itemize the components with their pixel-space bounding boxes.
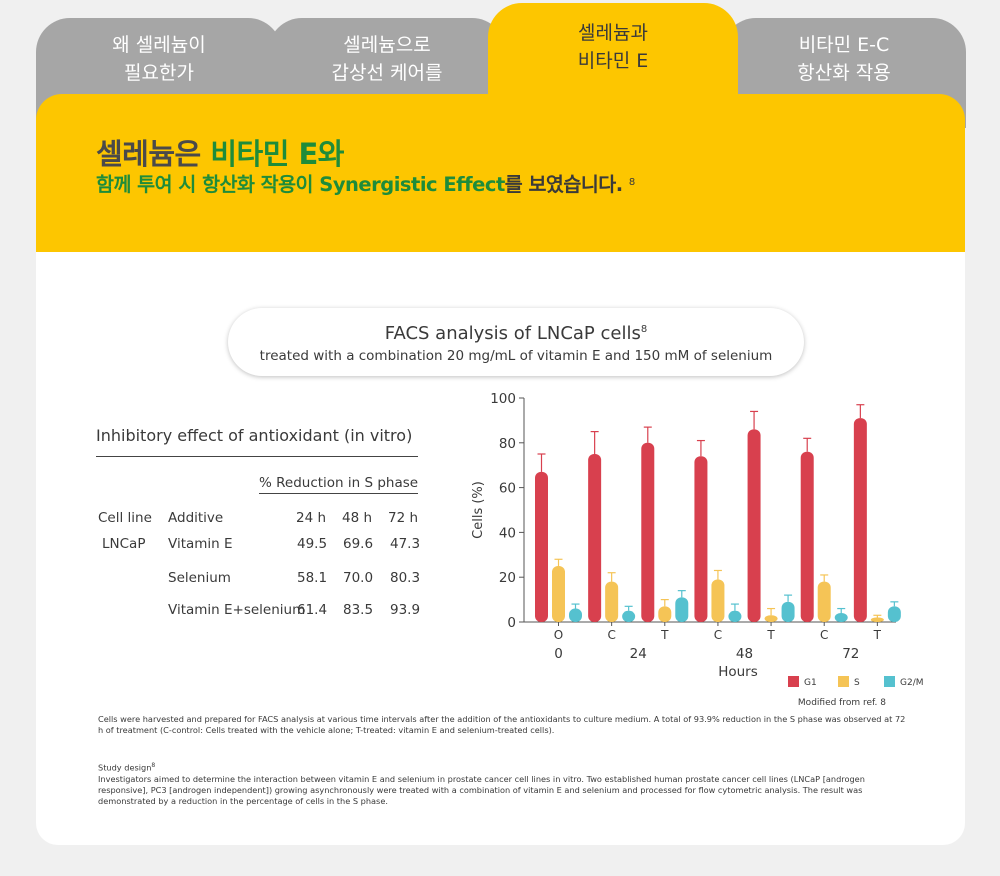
x-category-label: C [607,628,615,642]
tab-label-line1: 왜 셀레늄이 [112,34,206,56]
study-design-title: Study design8 [98,762,156,773]
hour-label: 48 [736,646,753,662]
bar-s [552,566,565,622]
analysis-title-pill: FACS analysis of LNCaP cells8 treated wi… [228,308,804,376]
table-header-additive: Additive [168,510,224,526]
bar-g1 [641,442,655,622]
cell-cycle-bar-chart: 0 20 40 60 80 100 Cells (%) O C T C T C T 0 24 48 72 Hours… [471,391,924,708]
tab-label-line1: 셀레늄과 [578,22,648,44]
x-category-label: T [873,628,882,642]
bar-g2m [622,610,636,622]
bar-s [817,581,831,622]
x-category-label: C [820,628,828,642]
legend-label: S [854,678,860,688]
legend-swatch-g1 [788,676,799,687]
bar-s [605,581,619,622]
table-cell-24h: 49.5 [297,536,328,552]
table-title-divider [96,456,418,457]
table-cell-24h: 58.1 [297,570,328,586]
headline: 셀레늄은 비타민 E와 함께 투여 시 항산화 작용이 Synergistic … [96,136,635,198]
legend-label: G2/M [900,678,924,688]
table-header-cell-line: Cell line [98,510,152,526]
table-header-24h: 24 h [296,510,327,526]
x-category-label: O [554,628,563,642]
bar-s [711,579,725,622]
hour-label: 24 [630,646,647,662]
tab-label-line2: 필요한가 [124,62,194,84]
y-tick-label: 0 [507,615,516,631]
table-header-48h: 48 h [342,510,373,526]
table-header-72h: 72 h [388,510,419,526]
table-cell-72h: 93.9 [390,602,421,618]
bar-s [658,606,672,622]
bar-g2m [569,608,582,622]
table-cell-additive: Selenium [168,570,231,586]
chart-description: Cells were harvested and prepared for FA… [98,714,906,735]
analysis-title-ref: 8 [640,324,648,335]
headline-line2-suffix: 를 보였습니다. [504,173,623,196]
headline-reference: 8 [628,177,635,188]
headline-emphasis: 비타민 E와 [210,137,344,171]
tab-label-line2: 항산화 작용 [797,62,891,84]
study-design-text: Investigators aimed to determine the int… [98,773,865,806]
y-axis-label: Cells (%) [471,481,486,539]
bar-g2m [675,597,689,622]
y-tick-label: 40 [499,525,516,541]
table-cell-additive: Vitamin E+selenium [168,602,306,618]
x-category-label: C [714,628,722,642]
content-card: FACS analysis of LNCaP cells8 treated wi… [36,252,965,845]
bar-g2m [728,610,742,622]
y-tick-label: 100 [490,391,516,407]
table-cell-48h: 83.5 [343,602,374,618]
hour-label: 72 [842,646,859,662]
bar-g2m [781,601,795,622]
headline-line2-emphasis: 함께 투여 시 항산화 작용이 Synergistic Effect [96,173,505,196]
bar-s [870,617,884,622]
analysis-title: FACS analysis of LNCaP cells8 [384,323,648,344]
tab-label-line1: 셀레늄으로 [343,34,431,56]
bar-s [764,615,778,622]
analysis-subtitle: treated with a combination 20 mg/mL of v… [259,348,773,364]
hour-label: 0 [554,646,563,662]
table-cell-48h: 69.6 [343,536,374,552]
source-note: Modified from ref. 8 [798,698,886,708]
bar-g2m [887,606,901,622]
bar-g1 [800,451,814,622]
bar-g1 [535,471,548,622]
study-design: Study design8 Investigators aimed to det… [98,760,908,807]
tab-label-line2: 비타민 E [577,50,649,72]
tab-selenium-vitamin-e[interactable]: 셀레늄과 비타민 E [488,3,738,123]
y-tick-label: 20 [499,570,516,586]
bar-g2m [834,613,848,622]
bar-g1 [694,456,708,622]
table-cell-48h: 70.0 [343,570,374,586]
tab-label-line2: 갑상선 케어를 [331,62,443,84]
headline-line1: 셀레늄은 비타민 E와 [96,136,635,172]
headline-line2: 함께 투여 시 항산화 작용이 Synergistic Effect를 보였습니… [96,172,635,198]
y-tick-label: 80 [499,436,516,452]
bar-g1 [747,429,761,622]
table-cell-24h: 61.4 [297,602,328,618]
table-cell-72h: 80.3 [390,570,421,586]
x-axis-label: Hours [718,664,758,680]
x-category-label: T [766,628,775,642]
table-group-header: % Reduction in S phase [259,475,419,494]
tab-label-line1: 비타민 E-C [798,34,890,56]
x-category-label: T [660,628,669,642]
table-cell-line: LNCaP [102,536,146,552]
y-tick-label: 60 [499,481,516,497]
bar-g1 [588,454,602,622]
table-cell-additive: Vitamin E [168,536,233,552]
table-cell-72h: 47.3 [390,536,421,552]
headline-prefix: 셀레늄은 [96,137,211,171]
bar-g1 [853,418,867,622]
legend-swatch-s [838,676,849,687]
table-title: Inhibitory effect of antioxidant (in vit… [96,426,413,445]
study-design-ref: 8 [151,762,156,769]
legend-swatch-g2m [884,676,895,687]
legend-label: G1 [804,678,817,688]
